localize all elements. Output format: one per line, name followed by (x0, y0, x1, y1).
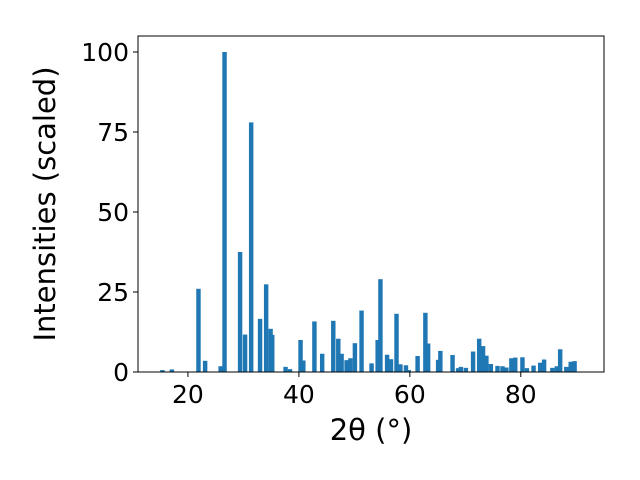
bar (504, 367, 509, 372)
bar (415, 356, 420, 372)
bar (476, 338, 482, 372)
bar (531, 365, 536, 372)
bar (495, 365, 500, 372)
bar (336, 338, 341, 372)
bar (484, 355, 489, 372)
bar (554, 366, 560, 372)
x-tick-label: 60 (394, 380, 426, 409)
y-tick-label: 100 (81, 38, 129, 67)
bar (222, 52, 227, 372)
bar (301, 360, 306, 372)
bar (564, 366, 569, 372)
bar (557, 349, 563, 372)
bar (169, 369, 175, 372)
bar (196, 288, 201, 372)
x-tick-label: 80 (505, 380, 537, 409)
bar (375, 340, 380, 372)
bar (524, 368, 530, 372)
bar (319, 353, 325, 372)
bar (513, 357, 518, 372)
x-axis-label: 2θ (°) (330, 413, 413, 447)
bar (450, 355, 455, 372)
bar (550, 367, 555, 372)
plot-frame (137, 35, 605, 373)
bar (463, 367, 469, 372)
bar (202, 360, 208, 372)
bar (423, 312, 428, 372)
bar (160, 370, 165, 372)
bar (458, 366, 464, 372)
bar (438, 350, 443, 372)
bar (500, 366, 505, 372)
bar (388, 359, 394, 372)
x-tick-label: 20 (172, 380, 204, 409)
bar (312, 321, 317, 372)
bar (287, 369, 293, 372)
bar (480, 346, 486, 372)
bar (572, 361, 577, 372)
bar (455, 368, 461, 372)
y-axis-label: Intensities (scaled) (28, 66, 62, 341)
bar (218, 366, 223, 372)
bar (568, 361, 573, 372)
bar (257, 318, 263, 372)
bar (369, 363, 374, 372)
bar (403, 365, 409, 372)
bar (359, 310, 364, 372)
bar (237, 252, 243, 372)
bar (352, 343, 358, 372)
bar (425, 343, 431, 372)
bar (298, 340, 303, 372)
bar (263, 284, 269, 372)
x-tick-label: 40 (283, 380, 315, 409)
bar (248, 122, 254, 373)
bar (509, 358, 514, 372)
bar (270, 334, 275, 372)
x-axis-ticks: 20 40 60 80 (172, 372, 537, 409)
y-tick-label: 50 (97, 198, 129, 227)
bar (398, 364, 403, 372)
bar (283, 366, 288, 372)
bar (520, 357, 525, 372)
bar (488, 364, 494, 372)
bar (348, 358, 353, 372)
bar (331, 320, 336, 372)
bar (541, 359, 547, 372)
bar (394, 313, 399, 372)
bar (339, 353, 344, 372)
bars (160, 52, 577, 373)
bar (384, 354, 390, 372)
y-tick-label: 0 (113, 358, 129, 387)
y-tick-label: 75 (97, 118, 129, 147)
y-axis-ticks: 0 25 50 75 100 (81, 38, 138, 387)
bar (537, 362, 543, 372)
y-tick-label: 25 (97, 278, 129, 307)
bar (242, 334, 248, 372)
bar (470, 351, 476, 372)
bar (378, 279, 383, 372)
bar (344, 360, 349, 372)
bar (406, 370, 411, 372)
